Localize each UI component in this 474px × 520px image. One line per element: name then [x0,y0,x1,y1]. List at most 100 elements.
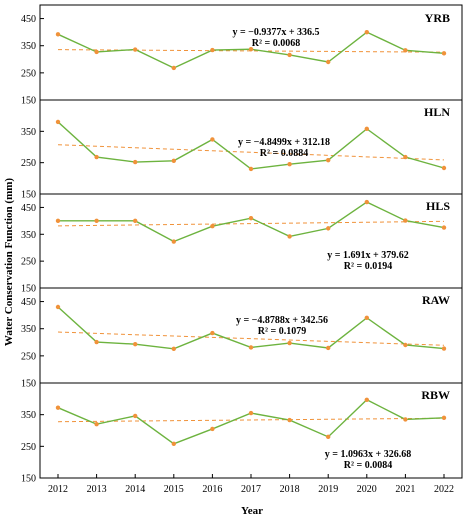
data-point [326,157,331,163]
data-point [55,119,61,125]
data-point [133,159,138,165]
panel-label: YRB [425,11,450,25]
data-point [133,47,138,52]
data-point [94,339,99,345]
y-tick-label: 150 [21,379,36,390]
data-point [326,345,331,351]
data-point [403,218,408,223]
data-point [364,199,369,205]
trend-r-squared: R² = 0.0084 [344,460,392,471]
data-point [55,405,61,410]
data-point [441,225,447,230]
data-point [364,315,369,321]
y-tick-label: 250 [21,257,36,268]
panel-frame [39,4,463,101]
data-point [210,330,215,336]
y-tick-label: 150 [21,474,36,485]
data-point [364,397,369,402]
trend-r-squared: R² = 0.0194 [344,261,392,272]
trend-r-squared: R² = 0.0068 [252,38,300,49]
y-tick-label: 350 [21,127,36,138]
y-tick-label: 450 [21,203,36,214]
trend-r-squared: R² = 0.1079 [258,326,306,337]
panel-label: RBW [421,388,450,402]
data-point [403,417,408,422]
series-line [57,306,445,350]
data-point [403,48,408,53]
series-line [58,201,445,243]
data-point [287,417,292,423]
data-point [171,441,176,446]
data-point [364,29,369,35]
data-point [133,413,138,419]
data-point [441,415,447,421]
x-tick-label: 2015 [164,484,184,495]
y-tick-label: 150 [21,190,36,201]
data-point [171,346,176,351]
x-tick-label: 2018 [280,484,300,495]
data-point [248,345,254,350]
data-point [248,47,254,52]
data-point [248,166,254,172]
data-point [210,224,215,229]
y-tick-label: 250 [21,158,36,169]
y-tick-label: 150 [21,284,36,295]
data-point [287,340,292,346]
x-tick-label: 2021 [395,484,415,495]
trend-equation: y = −4.8788x + 342.56 [236,315,328,326]
y-tick-label: 250 [21,351,36,362]
data-point [171,158,176,163]
data-point [94,421,99,427]
y-tick-label: 350 [21,324,36,335]
data-point [94,49,99,55]
y-tick-label: 450 [21,14,36,25]
data-point [171,239,176,244]
x-tick-label: 2022 [434,484,454,495]
panel-frame [39,382,463,479]
series-line [57,398,445,445]
data-point [55,304,61,310]
trend-equation: y = 1.0963x + 326.68 [325,449,411,460]
y-tick-label: 350 [21,41,36,52]
y-tick-label: 150 [21,96,36,107]
panel-label: HLS [426,199,450,213]
trend-equation: y = 1.691x + 379.62 [327,250,408,261]
data-point [248,215,254,221]
data-point [287,52,292,58]
x-tick-label: 2020 [357,484,377,495]
y-tick-label: 250 [21,68,36,79]
trend-line [57,144,445,161]
trend-equation: y = −0.9377x + 336.5 [232,27,319,38]
x-axis-title: Year [241,505,263,517]
data-point [210,137,215,142]
data-point [441,51,447,56]
y-tick-label: 450 [21,297,36,308]
data-point [94,154,99,160]
data-point [94,218,99,224]
y-tick-label: 250 [21,442,36,453]
panel-label: HLN [424,105,450,119]
data-point [403,342,408,348]
data-point [248,410,254,416]
data-point [287,162,292,167]
data-point [441,346,447,351]
trend-r-squared: R² = 0.0884 [260,148,308,159]
x-tick-label: 2017 [241,484,261,495]
data-point [403,154,408,160]
panel-label: RAW [422,293,450,307]
data-point [364,126,369,132]
data-point [133,218,138,224]
data-point [55,32,61,37]
data-point [326,434,331,440]
y-tick-label: 350 [21,230,36,241]
data-point [441,165,447,171]
trend-equation: y = −4.8499x + 312.18 [238,137,330,148]
trend-line [57,331,445,346]
data-point [287,234,292,239]
trend-line [57,220,445,227]
